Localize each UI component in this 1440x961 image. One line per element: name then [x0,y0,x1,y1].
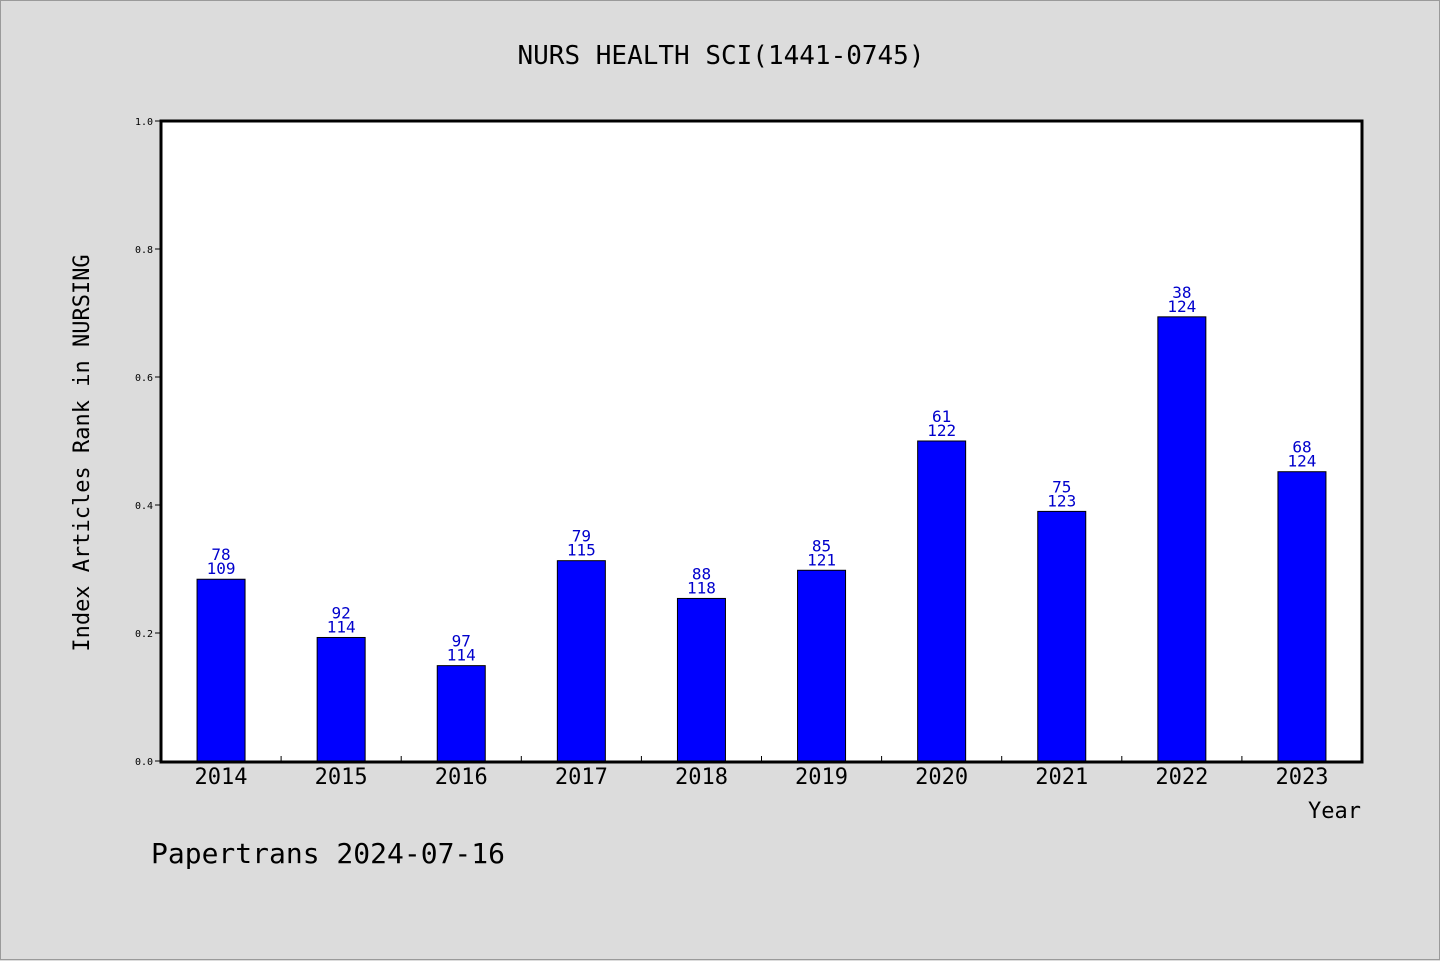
bar [196,578,246,762]
x-tick-label: 2021 [1035,765,1088,790]
x-tick-label: 2014 [195,765,248,790]
bar [797,569,847,762]
y-tick-label: 0.8 [135,245,153,256]
bar-total-label: 124 [1167,297,1196,316]
bar-total-label: 123 [1047,491,1076,510]
bar [917,440,967,762]
bar-total-label: 122 [927,421,956,440]
bar-total-label: 118 [687,578,716,597]
bar [1157,316,1207,762]
x-tick-label: 2015 [315,765,368,790]
bar [1037,510,1087,762]
bar-rank-label: 97 [452,632,471,651]
bar [676,597,726,762]
y-tick-label: 1.0 [135,117,153,128]
bar-total-label: 109 [207,559,236,578]
bar-total-label: 121 [807,550,836,569]
x-axis-label: Year [1308,799,1361,824]
footer-watermark: Papertrans 2024-07-16 [151,837,505,870]
y-tick-label: 0.2 [135,629,153,640]
bar-rank-label: 68 [1292,438,1311,457]
bar-total-label: 114 [327,617,356,636]
bar-rank-label: 61 [932,407,951,426]
x-tick-label: 2018 [675,765,728,790]
bar-rank-label: 92 [332,603,351,622]
bar [436,665,486,762]
x-axis-ticks: 2014 2015 2016 2017 2018 2019 2020 2021 2022 2023 [195,756,1328,790]
y-tick-label: 0.4 [135,501,153,512]
bar-rank-label: 88 [692,564,711,583]
x-tick-label: 2023 [1275,765,1328,790]
bar-rank-label: 85 [812,536,831,555]
bar-rank-label: 79 [572,527,591,546]
x-tick-label: 2017 [555,765,608,790]
bar [316,636,366,762]
y-tick-label: 0.0 [135,757,153,768]
bar [1277,471,1327,762]
bar-rank-label: 78 [211,545,230,564]
bar-rank-label: 38 [1172,283,1191,302]
x-tick-label: 2019 [795,765,848,790]
x-tick-label: 2020 [915,765,968,790]
y-axis-label: Index Articles Rank in NURSING [70,254,95,651]
bar-total-label: 124 [1287,452,1316,471]
bar-rank-label: 75 [1052,477,1071,496]
y-tick-label: 0.6 [135,373,153,384]
bar-total-label: 115 [567,541,596,560]
x-tick-label: 2022 [1155,765,1208,790]
x-tick-label: 2016 [435,765,488,790]
y-axis-ticks: 0.0 0.2 0.4 0.6 0.8 1.0 [135,117,161,768]
bar-series: 7810992114971147911588118851216112275123… [196,283,1327,762]
chart-title: NURS HEALTH SCI(1441-0745) [518,41,925,71]
bar [556,560,606,762]
bar-total-label: 114 [447,646,476,665]
